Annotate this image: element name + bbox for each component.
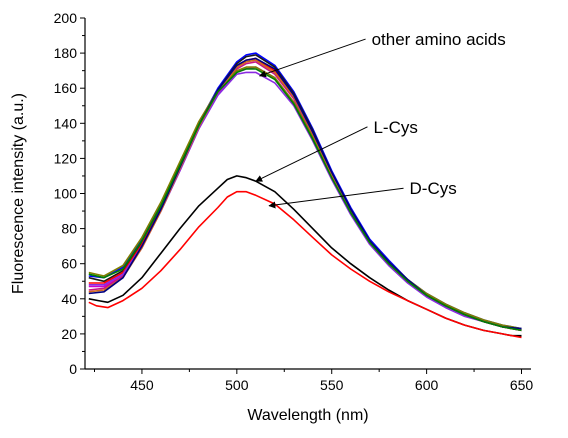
x-tick-label: 600 [415, 377, 439, 393]
series-line-10 [88, 68, 522, 332]
x-tick-label: 500 [225, 377, 249, 393]
x-tick-label: 450 [130, 377, 154, 393]
annotation-arrow-1 [258, 38, 366, 78]
y-tick-label: 180 [54, 45, 78, 61]
series-line-12 [88, 190, 522, 339]
annotations-group: other amino acids L-Cys D-Cys [255, 30, 506, 209]
y-tick-label: 20 [61, 326, 77, 342]
y-tick-label: 200 [54, 10, 78, 26]
series-line-7 [88, 66, 522, 330]
annotation-label-1: other amino acids [372, 30, 506, 49]
annotation-arrow-3 [268, 187, 404, 209]
x-tick-label: 650 [510, 377, 534, 393]
annotation-label-2: L-Cys [373, 118, 417, 137]
annotation-label-3: D-Cys [410, 179, 457, 198]
annotation-arrow-2 [255, 126, 368, 182]
plot-series-group [88, 52, 522, 339]
y-tick-label: 80 [61, 221, 77, 237]
y-tick-label: 60 [61, 256, 77, 272]
y-tick-label: 140 [54, 115, 78, 131]
y-axis-title: Fluorescence intensity (a.u.) [10, 93, 27, 294]
y-tick-label: 40 [61, 291, 77, 307]
y-tick-label: 160 [54, 80, 78, 96]
y-tick-label: 100 [54, 186, 78, 202]
series-line-4 [88, 66, 522, 332]
y-tick-label: 120 [54, 150, 78, 166]
y-tick-label: 0 [69, 361, 77, 377]
x-tick-label: 550 [320, 377, 344, 393]
x-axis-title: Wavelength (nm) [247, 407, 368, 424]
ticks-group: 0 20 40 60 80 100 120 140 160 180 200 450 500 550 600 6… [54, 10, 534, 393]
